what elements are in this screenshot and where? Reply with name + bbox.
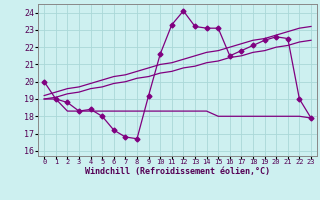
X-axis label: Windchill (Refroidissement éolien,°C): Windchill (Refroidissement éolien,°C)	[85, 167, 270, 176]
